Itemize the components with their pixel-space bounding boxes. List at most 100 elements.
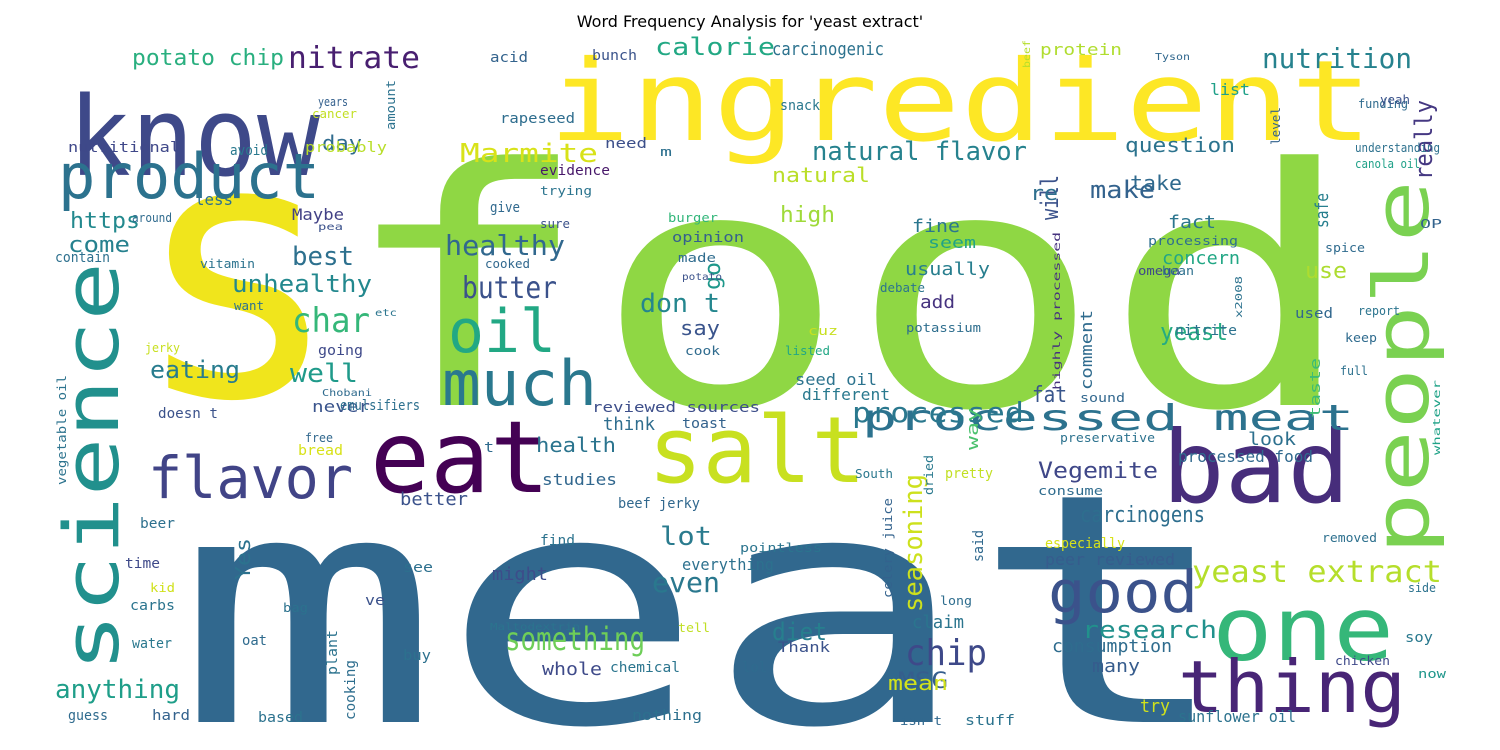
word-processed: processed <box>852 396 1024 429</box>
word-snack: snack <box>780 98 821 114</box>
word-give: give <box>490 200 520 216</box>
word-go: go <box>701 262 726 290</box>
word-probably: probably <box>305 140 387 156</box>
word-nothing: nothing <box>632 708 702 724</box>
word-acid: acid <box>490 50 528 66</box>
word-listed: listed <box>785 344 830 358</box>
word-cooked: cooked <box>485 257 530 271</box>
word-time: time <box>125 556 160 572</box>
word-marmite: Marmite <box>460 139 598 169</box>
word-concern: concern <box>1162 248 1240 269</box>
word-opinion: opinion <box>672 230 744 246</box>
word-burger: burger <box>668 211 718 225</box>
word-day: day <box>322 131 362 155</box>
word-x2008: x2008 <box>1234 276 1245 318</box>
word-bunch: bunch <box>592 48 637 64</box>
word-protein: protein <box>1040 40 1122 59</box>
word-etc: etc <box>375 308 397 319</box>
word-oil: oil <box>448 297 556 367</box>
word-jerky: jerky <box>145 341 180 355</box>
word-level: level <box>1269 107 1283 145</box>
word-m: m <box>660 145 672 159</box>
word-processing: processing <box>1148 234 1238 248</box>
word-thank: Thank <box>778 640 831 656</box>
word-toast: toast <box>682 416 727 432</box>
word-stuff: stuff <box>965 713 1015 729</box>
word-way: way <box>963 407 982 450</box>
word-ve: ve <box>365 593 385 609</box>
word-think: think <box>603 414 655 435</box>
word-consumption: consumption <box>1052 636 1172 657</box>
word-carbs: carbs <box>130 598 175 614</box>
word-water: water <box>132 636 172 652</box>
word-want: want <box>234 299 264 313</box>
word-try: try <box>1140 696 1170 717</box>
word-south: South <box>855 467 893 481</box>
word-tyson: Tyson <box>1155 52 1190 63</box>
word-reviewed-sources: reviewed sources <box>592 400 760 416</box>
word-yes: Yes <box>231 538 255 580</box>
word-natural-flavor: natural flavor <box>812 137 1027 167</box>
word-avoid: avoid <box>230 143 268 159</box>
word-potassium: potassium <box>906 321 981 335</box>
word-nutritional: nutritional <box>68 140 180 156</box>
word-well: well <box>290 359 358 389</box>
word-use: use <box>1305 259 1347 284</box>
word-re: re <box>1030 181 1058 205</box>
word-beef-jerky: beef jerky <box>618 496 700 512</box>
word-chicken: chicken <box>1335 654 1390 668</box>
word-nitrate: nitrate <box>288 41 420 76</box>
word-potato-chip: potato chip <box>132 46 284 71</box>
word-say: say <box>680 316 720 340</box>
word-spice: spice <box>1325 241 1365 255</box>
word-contain: contain <box>55 250 110 266</box>
word-rapeseed: rapeseed <box>500 111 575 127</box>
word-mean: mean <box>888 671 948 695</box>
word-carcinogens: carcinogens <box>1080 503 1205 528</box>
word-guess: guess <box>68 708 108 724</box>
word-unhealthy: unhealthy <box>232 270 372 298</box>
word-even: even <box>652 566 720 599</box>
word-peer-reviewed: peer reviewed <box>1045 550 1175 569</box>
word-ingredient: ingredient <box>548 37 1373 167</box>
word-make: make <box>1090 176 1155 204</box>
word-https: https <box>70 209 140 234</box>
word-nutrition: nutrition <box>1262 42 1412 75</box>
word-many: many <box>1092 656 1140 677</box>
word-see: see <box>403 560 433 576</box>
word-yeast-extract: yeast extract <box>1192 555 1442 590</box>
word-cook: cook <box>685 344 721 358</box>
word-hard: hard <box>152 708 190 724</box>
word-free: free <box>305 431 333 445</box>
word-eat: eat <box>370 399 550 516</box>
word-sunflower-oil: sunflower oil <box>1178 707 1296 726</box>
word-isn-t: isn t <box>900 714 942 728</box>
word-side: side <box>1408 581 1436 595</box>
word-really: really <box>1410 100 1438 180</box>
word-meat: meat <box>175 426 1235 750</box>
word-maybe: Maybe <box>292 205 344 224</box>
word-t: t <box>484 440 494 456</box>
word-amount: amount <box>384 80 398 130</box>
word-one: one <box>1212 578 1394 681</box>
word-diet: diet <box>772 618 827 646</box>
word-beef: beef <box>1022 40 1033 68</box>
word-especially: especially <box>1045 536 1125 552</box>
word-know: know <box>68 73 321 201</box>
word-better: better <box>400 489 468 510</box>
word-claim: claim <box>912 612 964 633</box>
word-doesn-t: doesn t <box>158 406 218 422</box>
word-might: might <box>492 564 548 585</box>
word-whatever: whatever <box>1432 380 1443 455</box>
word-find: find <box>540 533 575 549</box>
word-chip: chip <box>905 633 987 674</box>
word-flavor: flavor <box>148 444 353 512</box>
word-soy: soy <box>1405 630 1433 646</box>
word-going: going <box>318 343 363 359</box>
word-question: question <box>1125 133 1235 157</box>
word-fact: fact <box>1168 212 1216 233</box>
word-cuz: cuz <box>808 324 838 338</box>
word-fine: fine <box>912 216 960 237</box>
